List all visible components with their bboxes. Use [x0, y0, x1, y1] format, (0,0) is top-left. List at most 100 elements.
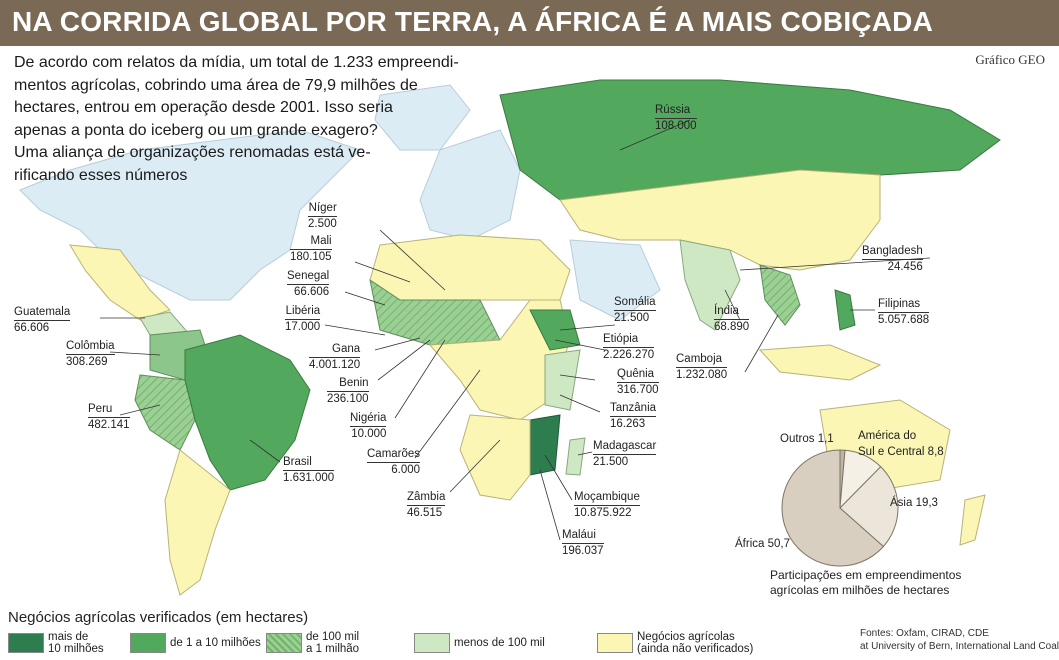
legend-item-1-10m: de 1 a 10 milhões: [130, 631, 270, 655]
country-name: Moçambique: [574, 491, 640, 503]
land-madagascar: [565, 437, 586, 476]
label-liberia: Libéria 17.000: [285, 305, 321, 334]
country-name: Níger: [308, 202, 337, 214]
legend-item-over-10m: mais de 10 milhões: [8, 631, 128, 655]
label-somalia: Somália 21.500: [614, 296, 656, 325]
leader-lines: [100, 119, 931, 541]
legend-line: 10 milhões: [48, 643, 104, 655]
label-colombia: Colômbia 308.269: [66, 340, 115, 369]
country-value: 236.100: [327, 391, 369, 405]
intro-text: De acordo com relatos da mídia, um total…: [14, 52, 534, 187]
country-value: 1.232.080: [676, 367, 728, 381]
legend-text: de 100 mil a 1 milhão: [306, 631, 359, 655]
country-value: 2.500: [308, 216, 337, 230]
country-value: 21.500: [593, 454, 657, 469]
sources-line: Fontes: Oxfam, CIRAD, CDE: [860, 628, 989, 639]
country-name: Madagascar: [593, 440, 657, 452]
legend-swatch: [8, 633, 44, 653]
country-value: 308.269: [66, 354, 115, 369]
country-value: 21.500: [614, 310, 656, 325]
legend-line: a 1 milhão: [306, 643, 360, 655]
country-value: 66.606: [287, 284, 330, 299]
pie-slice: [781, 449, 885, 567]
country-name: Nigéria: [350, 412, 387, 424]
legend-text: mais de 10 milhões: [48, 631, 104, 655]
legend-title: Negócios agrícolas verificados (em hecta…: [8, 609, 309, 626]
country-name: Maláui: [562, 529, 596, 541]
label-camboja: Camboja 1.232.080: [676, 353, 728, 382]
land-brazil: [184, 334, 311, 491]
land-indochina: [759, 264, 801, 326]
legend-text: menos de 100 mil: [454, 637, 545, 649]
pie-caption: Participações em empreendimentos agrícol…: [770, 568, 961, 598]
country-value: 4.001.120: [309, 357, 361, 371]
map-canvas: [19, 79, 1001, 596]
legend-swatch: [597, 633, 633, 653]
legend-item-under-100k: menos de 100 mil: [414, 631, 564, 655]
country-name: Camboja: [676, 353, 723, 365]
legend-line: de 100 mil: [306, 631, 360, 643]
land-south-cone: [164, 449, 231, 596]
label-gana: Gana 4.001.120: [309, 343, 361, 372]
country-name: Rússia: [655, 104, 691, 116]
label-mali: Mali 180.105: [290, 235, 332, 264]
intro-line: apenas a ponta do iceberg ou um grande e…: [14, 121, 378, 139]
intro-line: Uma aliança de organizações renomadas es…: [14, 144, 371, 161]
label-india: Índia 68.890: [714, 305, 750, 334]
country-name: Quênia: [617, 368, 655, 380]
country-name: Gana: [332, 343, 361, 355]
country-name: Bangladesh: [862, 245, 923, 257]
label-senegal: Senegal 66.606: [287, 270, 330, 299]
label-zambia: Zâmbia 46.515: [407, 491, 446, 520]
label-brasil: Brasil 1.631.000: [283, 456, 335, 485]
label-quenia: Quênia 316.700: [617, 368, 659, 397]
pie-label-america-2: Sul e Central 8,8: [858, 446, 944, 458]
land-philippines: [834, 289, 856, 331]
country-value: 17.000: [285, 319, 321, 333]
intro-line: hectares, entrou em operação desde 2001.…: [14, 99, 393, 116]
label-madagascar: Madagascar 21.500: [593, 440, 657, 469]
label-mocambique: Moçambique 10.875.922: [574, 491, 640, 520]
label-tanzania: Tanzânia 16.263: [610, 402, 657, 431]
legend-line: mais de: [48, 631, 89, 643]
country-name: Filipinas: [878, 298, 921, 310]
pie-label-asia: Ásia 19,3: [890, 497, 938, 509]
label-camaroes: Camarões 6.000: [367, 448, 421, 477]
legend-line: Negócios agrícolas: [637, 631, 735, 643]
country-value: 46.515: [407, 505, 446, 520]
country-name: Benin: [339, 377, 369, 389]
legend-item-unverified: Negócios agrícolas (ainda não verificados…: [597, 631, 777, 655]
country-name: Libéria: [285, 305, 321, 317]
legend-item-100k-1m: de 100 mil a 1 milhão: [266, 631, 386, 655]
label-russia: Rússia 108.000: [655, 104, 697, 133]
label-niger: Níger 2.500: [308, 202, 337, 231]
legend-line: menos de 100 mil: [454, 637, 545, 649]
pie-label-outros: Outros 1,1: [780, 433, 834, 445]
label-bangladesh: Bangladesh 24.456: [862, 245, 923, 274]
country-name: Colômbia: [66, 340, 115, 352]
country-value: 24.456: [862, 259, 923, 274]
pie-label-africa: África 50,7: [735, 538, 790, 550]
country-value: 482.141: [88, 417, 130, 431]
land-east-africa: [544, 349, 581, 411]
map-title: NA CORRIDA GLOBAL POR TERRA, A ÁFRICA É …: [12, 6, 933, 37]
credit: Gráfico GEO: [975, 52, 1045, 67]
pie-caption-line: agrícolas em milhões de hectares: [770, 583, 950, 597]
land-indonesia: [758, 344, 882, 381]
country-value: 6.000: [367, 462, 421, 477]
label-benin: Benin 236.100: [327, 377, 369, 406]
pie-caption-line: Participações em empreendimentos: [770, 568, 962, 582]
land-mozambique: [529, 414, 561, 476]
legend-line: (ainda não verificados): [637, 643, 754, 655]
country-name: Senegal: [287, 270, 330, 282]
country-value: 66.606: [14, 320, 71, 335]
country-name: Peru: [88, 403, 113, 415]
title-bar: NA CORRIDA GLOBAL POR TERRA, A ÁFRICA É …: [0, 0, 1059, 46]
legend-swatch: [266, 633, 302, 653]
land-india: [679, 239, 741, 331]
country-value: 1.631.000: [283, 470, 335, 484]
country-value: 68.890: [714, 319, 750, 333]
country-value: 5.057.688: [878, 312, 930, 326]
country-name: Brasil: [283, 456, 312, 468]
label-etiopia: Etiópia 2.226.270: [603, 333, 655, 362]
